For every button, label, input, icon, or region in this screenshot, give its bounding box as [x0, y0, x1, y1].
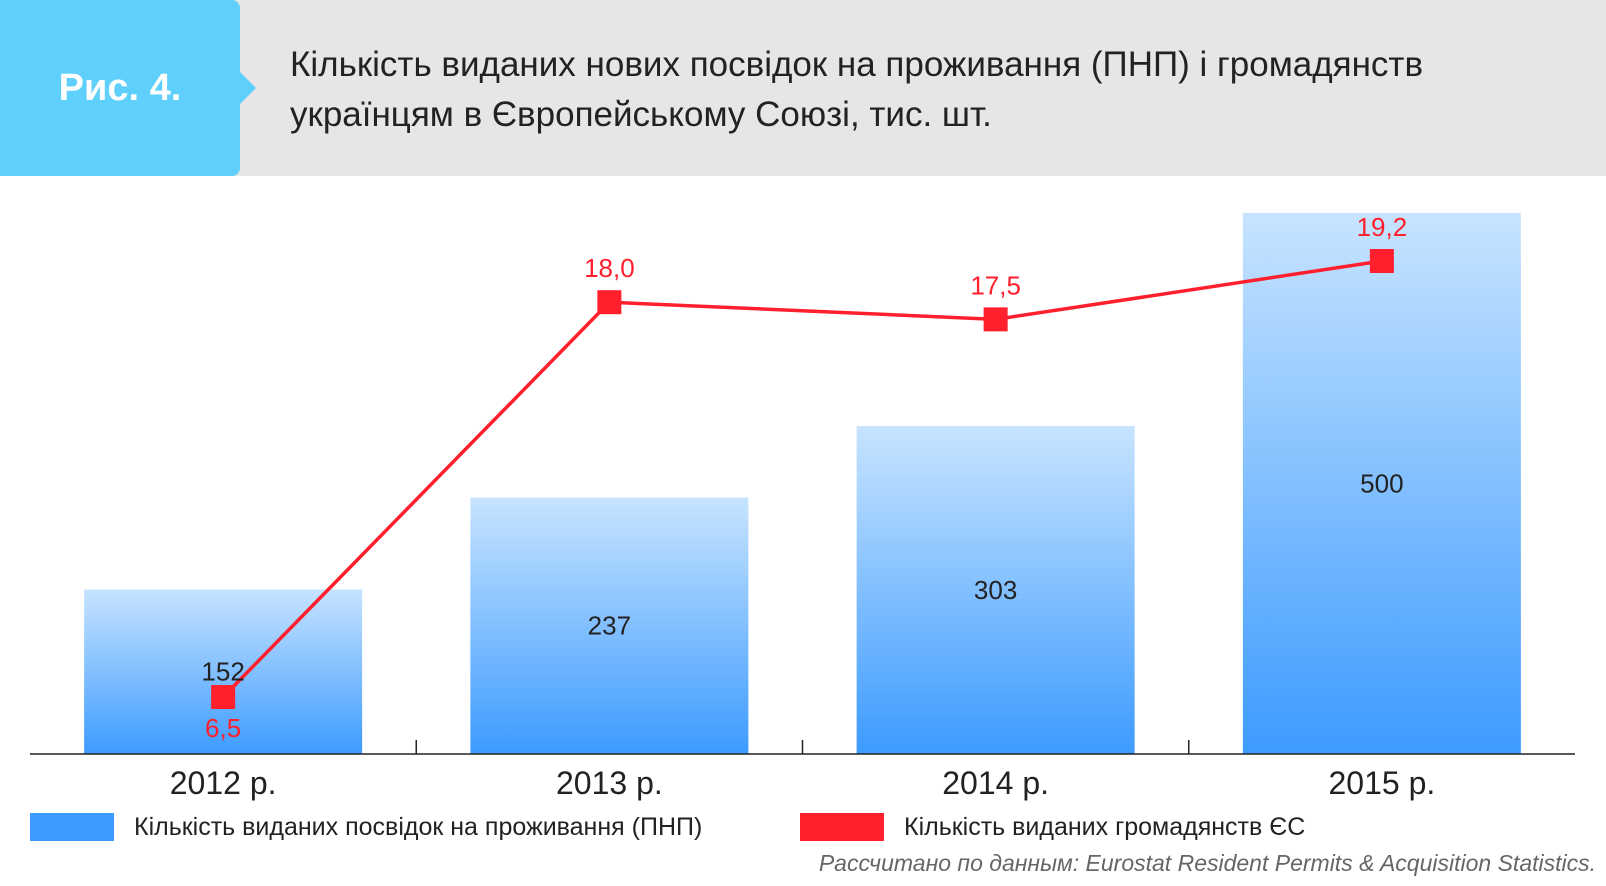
chart-area: 2012 р. 2013 р. 2014 р. 2015 р. 152 237 303 50… [30, 212, 1575, 801]
figure-header: Рис. 4. Кількість виданих нових посвідок… [0, 0, 1606, 176]
bar-0 [84, 589, 363, 754]
figure-badge [0, 0, 240, 176]
x-tick-label-2: 2014 р. [942, 765, 1049, 801]
legend-label-permits: Кількість виданих посвідок на проживання… [134, 812, 703, 841]
legend-item-permits: Кількість виданих посвідок на проживання… [30, 812, 702, 842]
chart-title: Кількість виданих нових посвідок на прож… [290, 45, 1424, 134]
x-tick-label-1: 2013 р. [556, 765, 663, 801]
source-note: Рассчитано по данным: Eurostat Resident … [818, 850, 1596, 876]
citizenship-marker-2 [983, 307, 1008, 332]
x-tick-label-0: 2012 р. [170, 765, 277, 801]
legend-swatch-citizenship [800, 813, 884, 841]
bar-value-label-3: 500 [1360, 468, 1403, 498]
citizenship-line [221, 259, 1383, 699]
legend-label-citizenship: Кількість виданих громадянств ЄС [904, 812, 1306, 841]
citizenship-value-label-0: 6,5 [205, 713, 241, 743]
bar-value-label-1: 237 [588, 611, 631, 641]
legend-item-citizenship: Кількість виданих громадянств ЄС [800, 812, 1305, 842]
bar-value-label-0: 152 [201, 657, 244, 687]
citizenship-marker-0 [211, 685, 236, 709]
bar-3 [1242, 212, 1521, 755]
badge-arrow-icon [240, 72, 256, 104]
legend-swatch-permits [30, 813, 114, 841]
citizenship-marker-1 [597, 290, 622, 315]
bar-value-label-2: 303 [974, 575, 1017, 605]
citizenship-value-label-2: 17,5 [970, 270, 1021, 300]
bar-2 [856, 426, 1135, 754]
citizenship-value-label-3: 19,2 [1357, 212, 1408, 242]
figure-label: Рис. 4. [58, 66, 182, 109]
citizenship-value-label-1: 18,0 [584, 253, 635, 283]
x-tick-label-3: 2015 р. [1328, 765, 1435, 801]
bar-1 [470, 497, 749, 754]
citizenship-marker-3 [1369, 249, 1394, 273]
